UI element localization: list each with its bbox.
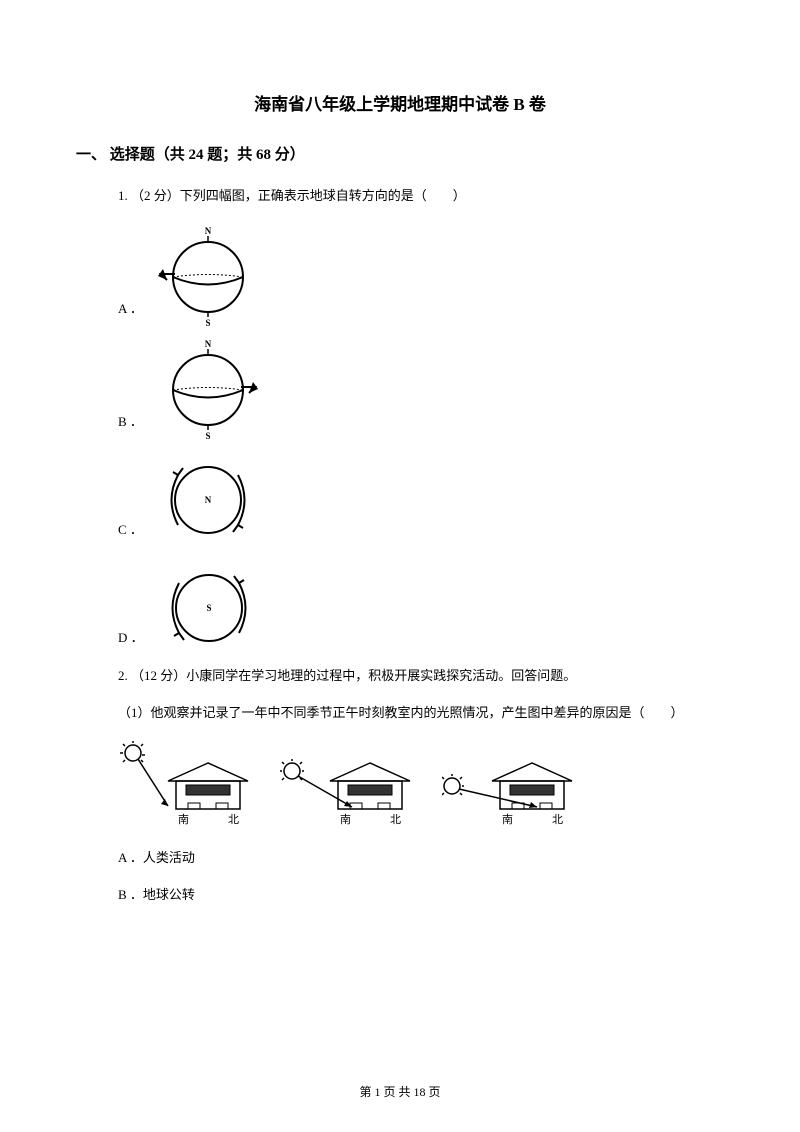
option-a-label: A ． — [118, 298, 143, 329]
q2-option-b: B ．地球公转 — [118, 884, 702, 903]
svg-text:S: S — [206, 603, 211, 613]
house-1-icon: 南 北 — [118, 741, 268, 831]
svg-text:S: S — [205, 318, 210, 328]
svg-text:S: S — [205, 431, 210, 441]
globe-b-icon: N S — [153, 337, 263, 442]
question-1-text: 1. （2 分）下列四幅图，正确表示地球自转方向的是（ ） — [118, 186, 702, 206]
page-title: 海南省八年级上学期地理期中试卷 B 卷 — [98, 90, 702, 115]
svg-text:南: 南 — [502, 813, 513, 826]
house-diagram-row: 南 北 南 北 南 北 — [118, 741, 702, 831]
svg-text:N: N — [205, 226, 212, 236]
svg-text:北: 北 — [390, 813, 401, 826]
globe-a-icon: N S — [153, 224, 263, 329]
svg-text:北: 北 — [552, 813, 563, 826]
option-b-label: B ． — [118, 411, 143, 442]
option-c-row: C ． N — [118, 450, 702, 550]
option-b-row: B ． N S — [118, 337, 702, 442]
option-a-row: A ． N S — [118, 224, 702, 329]
q2-option-a: A ．人类活动 — [118, 847, 702, 866]
house-3-icon: 南 北 — [442, 741, 592, 831]
svg-text:南: 南 — [340, 813, 351, 826]
section-header: 一、 选择题（共 24 题；共 68 分） — [76, 143, 702, 164]
question-2-sub1: （1）他观察并记录了一年中不同季节正午时刻教室内的光照情况，产生图中差异的原因是… — [118, 703, 702, 723]
option-d-row: D ． S — [118, 558, 702, 658]
option-c-label: C ． — [118, 519, 143, 550]
globe-c-icon: N — [153, 450, 263, 550]
svg-text:N: N — [205, 339, 212, 349]
svg-text:N: N — [205, 495, 212, 505]
svg-text:南: 南 — [178, 813, 189, 826]
house-2-icon: 南 北 — [280, 741, 430, 831]
option-d-label: D ． — [118, 627, 144, 658]
page-footer: 第 1 页 共 18 页 — [0, 1083, 800, 1100]
globe-d-icon: S — [154, 558, 264, 658]
question-2-text: 2. （12 分）小康同学在学习地理的过程中，积极开展实践探究活动。回答问题。 — [118, 666, 702, 686]
svg-text:北: 北 — [228, 813, 239, 826]
